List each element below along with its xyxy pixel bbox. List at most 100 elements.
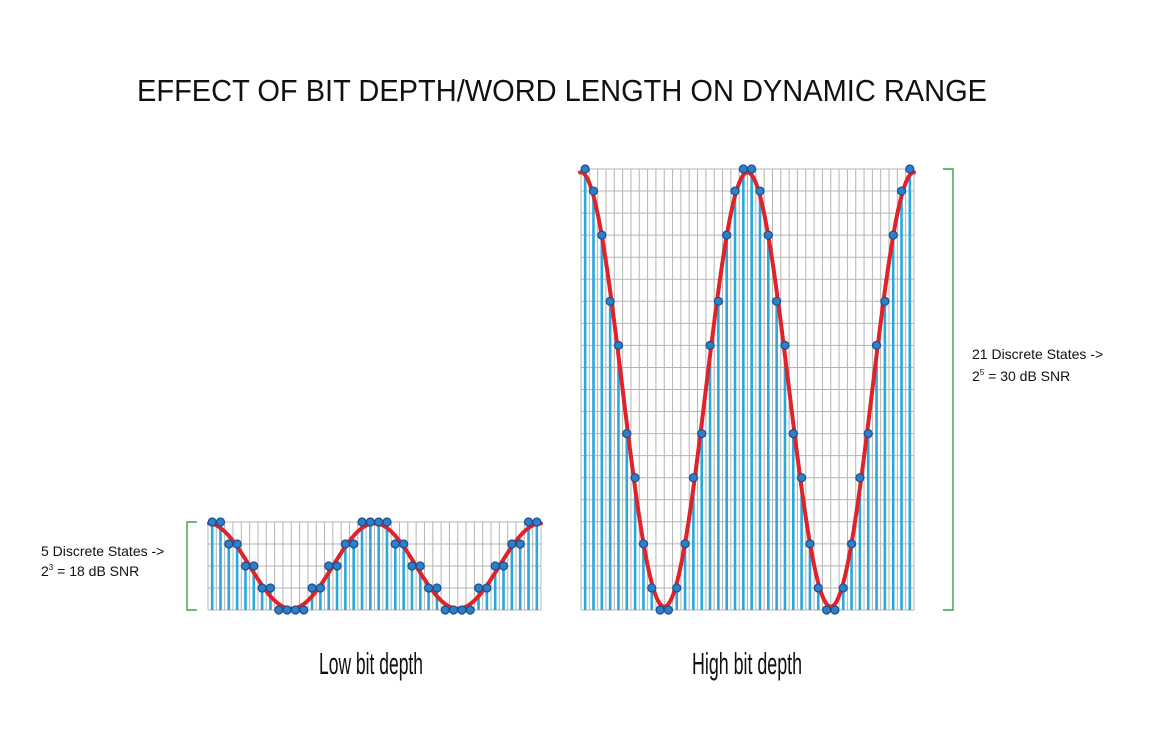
low-sample-point <box>307 583 317 593</box>
low-sample-point <box>232 539 242 549</box>
high-grid <box>580 168 915 611</box>
low-sample-point <box>357 517 367 527</box>
low-sample-point <box>274 605 284 615</box>
low-sample-point <box>440 605 450 615</box>
low-sample-point <box>432 583 442 593</box>
low-sample-point <box>490 561 500 571</box>
low-sample-point <box>332 561 342 571</box>
high-sample-point <box>730 186 740 196</box>
low-sample-point <box>415 561 425 571</box>
low-sample-point <box>257 583 267 593</box>
high-sample-point <box>846 539 857 549</box>
high-sample-point <box>747 164 757 174</box>
high-sample-point <box>680 539 690 549</box>
low-sample-point <box>207 517 217 527</box>
high-snr-value: = 30 dB SNR <box>984 368 1070 384</box>
low-bit-depth-bracket <box>186 521 197 611</box>
high-sample-point <box>830 605 840 615</box>
low-sample-point <box>515 539 525 549</box>
high-sample-point <box>713 296 723 306</box>
high-snr-base: 2 <box>972 368 980 384</box>
low-sample-point <box>240 561 251 571</box>
low-bit-depth-panel <box>207 517 543 615</box>
low-sample-point <box>324 561 334 571</box>
low-sample-point <box>249 561 259 571</box>
high-sample-point <box>647 583 657 593</box>
high-sample-point <box>838 583 848 593</box>
low-sample-point <box>299 605 309 615</box>
high-snr-exponent: 5 <box>980 368 985 377</box>
low-sample-point <box>382 517 392 527</box>
high-bit-depth-annotation: 21 Discrete States -> 25 = 30 dB SNR <box>943 168 1103 611</box>
high-snr-label: 25 = 30 dB SNR <box>972 368 1070 384</box>
high-sample-point <box>597 230 607 240</box>
low-sample-point <box>282 605 292 615</box>
low-snr-base: 2 <box>41 563 49 579</box>
low-bit-depth-caption: Low bit depth <box>319 646 423 681</box>
high-sample-point <box>638 539 649 549</box>
high-sample-point <box>588 186 599 196</box>
high-sample-point <box>788 429 798 439</box>
high-states-label: 21 Discrete States -> <box>972 346 1103 362</box>
low-sample-point <box>349 539 359 549</box>
low-snr-exponent: 3 <box>49 563 54 572</box>
high-bit-depth-panel <box>578 164 916 615</box>
high-sample-point <box>672 583 682 593</box>
high-sample-point <box>705 340 715 350</box>
low-sample-point <box>482 583 492 593</box>
low-sample-point <box>290 605 301 615</box>
low-sample-point <box>523 517 534 527</box>
high-sample-point <box>772 296 782 306</box>
low-sample-point <box>457 605 467 615</box>
low-snr-label: 23 = 18 dB SNR <box>41 563 139 579</box>
high-sample-point <box>805 539 815 549</box>
low-sample-point <box>473 583 484 593</box>
high-sample-point <box>855 473 865 483</box>
diagram-title: EFFECT OF BIT DEPTH/WORD LENGTH ON DYNAM… <box>137 73 987 108</box>
low-sample-point <box>465 605 475 615</box>
low-sample-point <box>215 517 226 527</box>
high-sample-point <box>580 164 590 174</box>
low-sample-point <box>374 517 384 527</box>
low-sample-point <box>390 539 400 549</box>
high-sample-point <box>688 473 698 483</box>
low-sample-point <box>399 539 409 549</box>
high-sample-point <box>697 429 707 439</box>
high-sample-point <box>888 230 898 240</box>
low-sample-point <box>265 583 276 593</box>
high-sample-point <box>896 186 907 196</box>
high-sample-point <box>763 230 773 240</box>
high-sample-bars <box>583 169 912 610</box>
high-sample-point <box>880 296 890 306</box>
high-sample-point <box>622 429 632 439</box>
high-sample-point <box>863 429 873 439</box>
high-sample-point <box>738 164 748 174</box>
low-grid <box>207 521 542 611</box>
low-sample-point <box>407 561 417 571</box>
low-sample-point <box>424 583 434 593</box>
high-sample-point <box>871 340 882 350</box>
high-bit-depth-bracket <box>943 168 954 611</box>
high-sample-point <box>655 605 665 615</box>
low-states-label: 5 Discrete States -> <box>41 543 164 559</box>
high-analog-waveform <box>578 170 916 609</box>
high-sample-point <box>797 473 807 483</box>
low-sample-point <box>365 517 375 527</box>
low-bit-depth-annotation: 5 Discrete States -> 23 = 18 dB SNR <box>41 521 197 611</box>
low-sample-point <box>507 539 517 549</box>
low-sample-points <box>207 517 542 615</box>
high-sample-point <box>821 605 832 615</box>
high-sample-point <box>613 340 624 350</box>
high-sample-point <box>905 164 915 174</box>
low-sample-point <box>448 605 459 615</box>
high-sample-point <box>813 583 823 593</box>
low-sample-point <box>315 583 325 593</box>
high-sample-point <box>630 473 640 483</box>
low-snr-value: = 18 dB SNR <box>53 563 139 579</box>
low-sample-point <box>498 561 509 571</box>
high-sample-point <box>663 605 674 615</box>
high-bit-depth-caption: High bit depth <box>692 646 802 681</box>
high-sample-point <box>755 186 765 196</box>
low-sample-point <box>224 539 234 549</box>
